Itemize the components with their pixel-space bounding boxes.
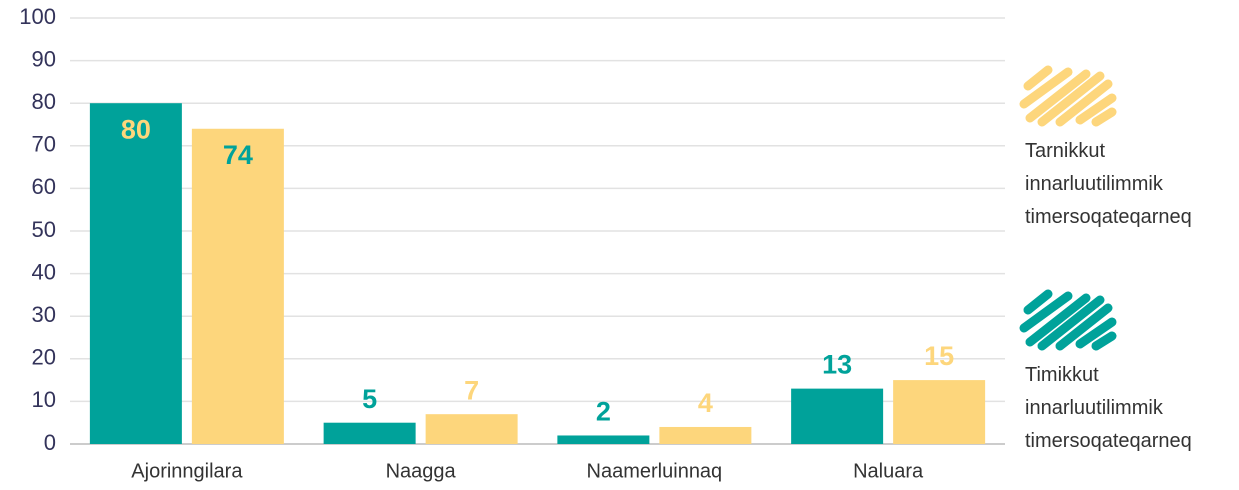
y-tick-label: 100 [19,4,56,29]
value-label: 13 [822,350,852,380]
legend-line: innarluutilimmik [1025,397,1164,419]
value-label: 7 [464,375,479,405]
legend-line: timersoqateqarneq [1025,206,1192,228]
y-tick-label: 80 [32,89,56,114]
value-label: 80 [121,114,151,144]
bar [893,380,986,444]
y-tick-label: 40 [32,259,56,284]
legend-line: Tarnikkut [1025,140,1105,162]
legend-swatch [1019,65,1117,127]
bar [659,426,752,444]
bar [89,103,182,444]
value-label: 15 [924,341,954,371]
legend-swatch [1019,289,1117,351]
legend-label: Timikkut innarluutilimmik timersoqateqarne… [1025,364,1192,452]
y-tick-label: 70 [32,132,56,157]
legend-line: Timikkut [1025,364,1099,386]
y-tick-label: 50 [32,217,56,242]
y-tick-label: 0 [44,430,56,455]
x-tick-label: Ajorinngilara [131,460,243,482]
y-tick-label: 90 [32,46,56,71]
bar [557,435,650,444]
scribble [1019,289,1117,351]
scribble [1019,65,1117,127]
bar [791,388,884,444]
bar [191,128,284,444]
bar [323,422,416,444]
value-label: 4 [698,388,713,418]
y-tick-label: 10 [32,387,56,412]
bar [425,414,518,444]
y-tick-label: 60 [32,174,56,199]
y-tick-label: 30 [32,302,56,327]
legend-line: innarluutilimmik [1025,173,1164,195]
legend-line: timersoqateqarneq [1025,430,1192,452]
x-tick-label: Naagga [386,460,457,482]
value-label: 5 [362,384,377,414]
legend-label: Tarnikkut innarluutilimmik timersoqateqarn… [1025,140,1192,228]
x-tick-label: Naluara [853,460,924,482]
value-label: 2 [596,397,611,427]
value-label: 74 [223,140,253,170]
x-tick-label: Naamerluinnaq [587,460,723,482]
y-tick-label: 20 [32,345,56,370]
